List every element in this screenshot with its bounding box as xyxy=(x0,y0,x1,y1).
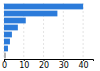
grid-line xyxy=(63,3,64,59)
tick: 20 xyxy=(39,59,49,70)
tick-label: 20 xyxy=(39,61,49,70)
grid-line xyxy=(83,3,84,59)
tick: 0 xyxy=(2,59,7,70)
tick-label: 10 xyxy=(19,61,29,70)
x-axis: 0 10 20 30 40 xyxy=(2,59,94,70)
bar xyxy=(4,53,6,59)
tick-label: 0 xyxy=(2,61,7,70)
tick: 30 xyxy=(59,59,69,70)
bar xyxy=(4,11,57,17)
tick-label: 30 xyxy=(59,61,69,70)
tick: 40 xyxy=(79,59,89,70)
bars xyxy=(4,4,83,59)
chart: 0 10 20 30 40 xyxy=(0,0,100,71)
bar xyxy=(4,46,8,52)
bar xyxy=(4,25,18,31)
grid xyxy=(4,3,83,59)
bar xyxy=(4,18,26,24)
plot: 0 10 20 30 40 xyxy=(2,3,94,70)
bar xyxy=(4,4,83,10)
bar xyxy=(4,32,12,38)
tick-label: 40 xyxy=(79,61,89,70)
tick: 10 xyxy=(19,59,29,70)
bar xyxy=(4,39,10,45)
